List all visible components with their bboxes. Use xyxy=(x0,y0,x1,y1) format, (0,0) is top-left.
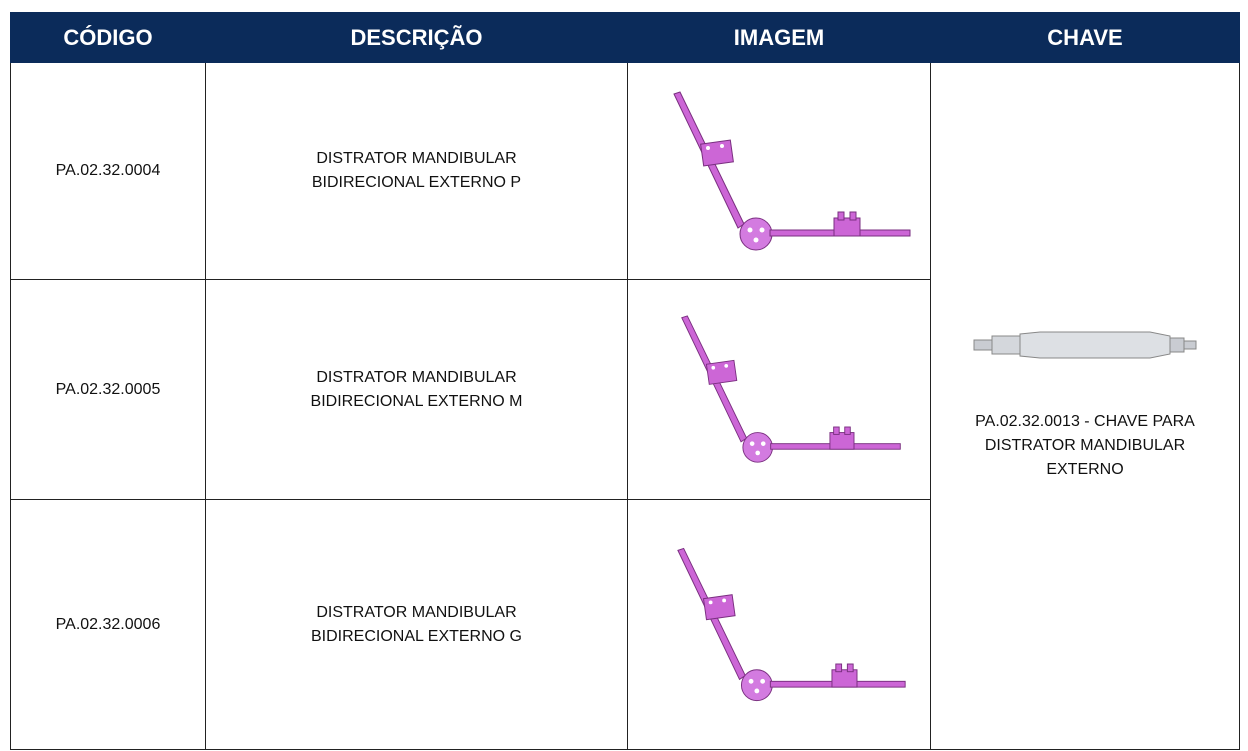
line: DISTRATOR MANDIBULAR xyxy=(316,150,517,167)
header-cell: CÓDIGO xyxy=(10,12,206,63)
code: PA.02.32.0005 xyxy=(10,279,206,500)
product-table: CÓDIGO DESCRIÇÃO IMAGEM CHAVE PA.02.32.0… xyxy=(10,12,1240,750)
row: PA.02.32.0006 DISTRATOR MANDIBULAR BIDIRE… xyxy=(10,499,1240,750)
row: PA.02.32.0005 DISTRATOR MANDIBULAR BIDIRE… xyxy=(10,279,1240,500)
image-cell xyxy=(627,62,931,280)
image-cell xyxy=(627,279,931,500)
line: DISTRATOR MANDIBULAR xyxy=(316,603,517,621)
line: BIDIRECIONAL EXTERNO M xyxy=(310,392,523,410)
description: DISTRATOR MANDIBULAR BIDIRECIONAL EXTERNO… xyxy=(205,499,628,750)
header-cell: CHAVE xyxy=(930,12,1240,63)
line: DISTRATOR MANDIBULAR xyxy=(316,368,517,386)
product-image xyxy=(681,315,901,463)
key-line: PA.02.32.0013 - CHAVE PARA xyxy=(975,413,1195,430)
product-image xyxy=(673,91,911,250)
code: PA.02.32.0006 xyxy=(10,499,206,750)
header-cell: DESCRIÇÃO xyxy=(205,12,628,63)
code: PA.02.32.0004 xyxy=(10,62,206,280)
product-image xyxy=(677,547,906,701)
key-cell: PA.02.32.0013 - CHAVE PARA DISTRATOR MAN… xyxy=(930,62,1240,750)
line: BIDIRECIONAL EXTERNO P xyxy=(311,174,522,191)
row: PA.02.32.0004 DISTRATOR MANDIBULAR BIDIRE… xyxy=(10,62,1240,750)
key-line: DISTRATOR MANDIBULAR xyxy=(984,437,1186,454)
header-cell: IMAGEM xyxy=(627,12,931,63)
key-image xyxy=(973,331,1197,359)
image-cell xyxy=(627,499,931,750)
description: DISTRATOR MANDIBULAR BIDIRECIONAL EXTERNO… xyxy=(205,279,628,500)
header-row: CÓDIGO DESCRIÇÃO IMAGEM CHAVE xyxy=(10,12,1240,63)
description: DISTRATOR MANDIBULAR BIDIRECIONAL EXTERNO… xyxy=(205,62,628,280)
line: BIDIRECIONAL EXTERNO G xyxy=(311,627,522,645)
key-line: EXTERNO xyxy=(1046,461,1124,478)
